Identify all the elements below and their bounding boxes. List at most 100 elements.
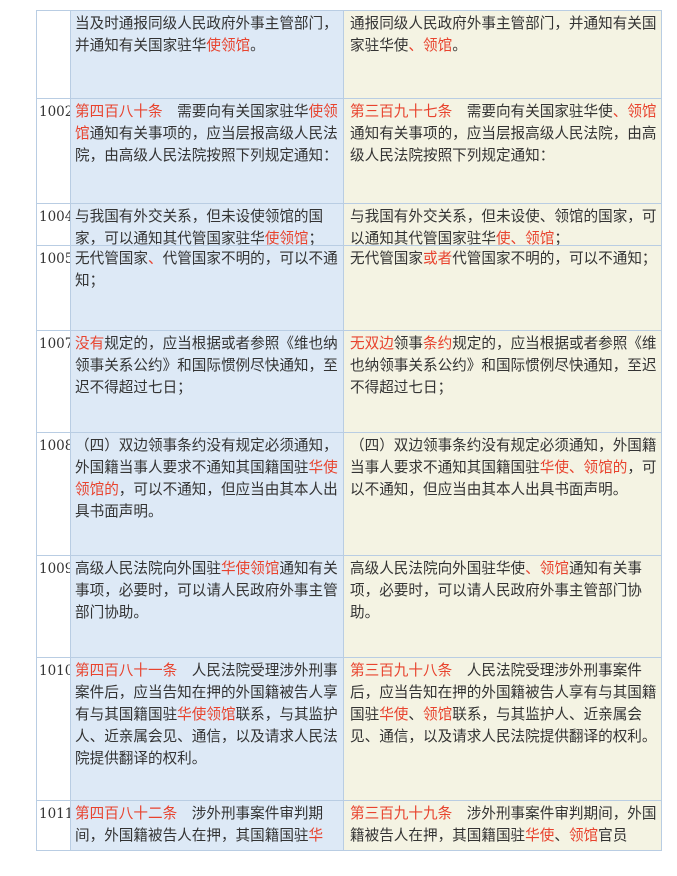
text-segment: ，可以不通知，但应当由其本人出具书面声明。 <box>350 459 657 498</box>
text-segment: 领事 <box>393 335 423 352</box>
right-text: 与我国有外交关系，但未设使、领馆的国家，可以通知其代管国家驻华使、领馆； <box>343 204 661 245</box>
highlighted-segment: 无双边 <box>350 335 394 352</box>
text-segment: 、 <box>554 827 569 844</box>
highlighted-segment: 条约 <box>423 335 453 352</box>
highlighted-segment: 使领馆 <box>75 103 338 142</box>
text-segment: 通知有关事项，必要时，可以请人民政府外事主管部门协助。 <box>75 560 338 621</box>
text-segment: 与我国有外交关系，但未设使领馆的国家，可以通知其代管国家驻华 <box>75 208 324 246</box>
comparison-table: 当及时通报同级人民政府外事主管部门，并通知有关国家驻华使领馆。 通报同级人民政府外… <box>36 10 662 851</box>
text-segment: 代管国家不明的，可以不通知； <box>452 250 657 267</box>
text-segment: 需要向有关国家驻华 <box>162 103 309 120</box>
right-text: 第三百九十九条 涉外刑事案件审判期间，外国籍被告人在押，其国籍国驻华使、领馆官员 <box>343 801 661 850</box>
row-number <box>37 11 70 98</box>
highlighted-segment: 领馆 <box>423 706 453 723</box>
table-row: 1005 无代管国家、代管国家不明的，可以不通知； 无代管国家或者代管国家不明的，可… <box>37 246 661 331</box>
right-text: （四）双边领事条约没有规定必须通知，外国籍当事人要求不通知其国籍国驻华使、领馆的… <box>343 433 661 555</box>
text-segment: ； <box>554 230 569 246</box>
left-text: 第四百八十一条 人民法院受理涉外刑事案件后，应当告知在押的外国籍被告人享有与其国… <box>70 658 343 800</box>
table-row: 1009 高级人民法院向外国驻华使领馆通知有关事项，必要时，可以请人民政府外事主管… <box>37 556 661 658</box>
highlighted-segment: 第四百八十二条 <box>75 805 178 822</box>
left-text: 第四百八十条 需要向有关国家驻华使领馆通知有关事项的，应当层报高级人民法院，由高… <box>70 99 343 203</box>
table-row: 1011 第四百八十二条 涉外刑事案件审判期间，外国籍被告人在押，其国籍国驻华 第三… <box>37 801 661 850</box>
text-segment: 当及时通报同级人民政府外事主管部门，并通知有关国家驻华 <box>75 15 338 54</box>
left-text: 当及时通报同级人民政府外事主管部门，并通知有关国家驻华使领馆。 <box>70 11 343 98</box>
text-segment: 需要向有关国家驻华使 <box>452 103 613 120</box>
right-text: 通报同级人民政府外事主管部门，并通知有关国家驻华使、领馆。 <box>343 11 661 98</box>
text-segment: 规定的，应当根据或者参照《维也纳领事关系公约》和国际惯例尽快通知，至迟不得超过七… <box>75 335 338 396</box>
row-number: 1010 <box>39 663 74 679</box>
text-segment: 代管国家不明的，可以不通知； <box>75 250 338 289</box>
row-number: 1011 <box>39 806 74 822</box>
highlighted-segment: 第四百八十条 <box>75 103 163 120</box>
text-segment: 、 <box>408 706 424 723</box>
text-segment: 无代管国家 <box>350 250 423 267</box>
text-segment: ； <box>308 230 324 246</box>
text-segment: 通知有关事项的，应当层报高级人民法院，由高级人民法院按照下列规定通知： <box>75 125 338 164</box>
table-row: 1010 第四百八十一条 人民法院受理涉外刑事案件后，应当告知在押的外国籍被告人享… <box>37 658 661 801</box>
highlighted-segment: 第三百九十八条 <box>350 662 453 679</box>
left-text: 高级人民法院向外国驻华使领馆通知有关事项，必要时，可以请人民政府外事主管部门协助… <box>70 556 343 657</box>
right-text: 第三百九十八条 人民法院受理涉外刑事案件后，应当告知在押的外国籍被告人享有与其国… <box>343 658 661 800</box>
highlighted-segment: 使领馆 <box>206 37 251 54</box>
highlighted-segment: 华使领馆 <box>177 706 236 723</box>
highlighted-segment: 华使、领馆的 <box>539 459 628 476</box>
text-segment: 通知有关事项，必要时，可以请人民政府外事主管部门协助。 <box>350 560 642 621</box>
highlighted-segment: 使、领馆 <box>495 230 555 246</box>
text-segment: 。 <box>452 37 467 54</box>
row-number: 1004 <box>39 209 74 225</box>
text-segment: 与我国有外交关系，但未设使、领馆的国家，可以通知其代管国家驻华 <box>350 208 657 246</box>
highlighted-segment: 使领馆 <box>264 230 309 246</box>
text-segment: 无代管国家 <box>75 250 148 267</box>
row-number: 1009 <box>39 561 74 577</box>
highlighted-segment: 华使 <box>379 706 409 723</box>
left-text: 无代管国家、代管国家不明的，可以不通知； <box>70 246 343 330</box>
table-row: 当及时通报同级人民政府外事主管部门，并通知有关国家驻华使领馆。 通报同级人民政府外… <box>37 11 661 99</box>
right-text: 高级人民法院向外国驻华使、领馆通知有关事项，必要时，可以请人民政府外事主管部门协… <box>343 556 661 657</box>
highlighted-segment: 第三百九十九条 <box>350 805 453 822</box>
left-text: 与我国有外交关系，但未设使领馆的国家，可以通知其代管国家驻华使领馆； <box>70 204 343 245</box>
highlighted-segment: 华使 <box>525 827 555 844</box>
row-number: 1005 <box>39 251 74 267</box>
highlighted-segment: 、领馆 <box>612 103 657 120</box>
text-segment: 规定的，应当根据或者参照《维也纳领事关系公约》和国际惯例尽快通知，至迟不得超过七… <box>350 335 657 396</box>
left-text: 没有规定的，应当根据或者参照《维也纳领事关系公约》和国际惯例尽快通知，至迟不得超… <box>70 331 343 432</box>
highlighted-segment: 、 <box>147 250 163 267</box>
text-segment: 高级人民法院向外国驻华使 <box>350 560 526 577</box>
text-segment: 人民法院受理涉外刑事案件后，应当告知在押的外国籍被告人享有与其国籍国驻 <box>75 662 338 723</box>
highlighted-segment: 华使领馆的 <box>75 459 338 498</box>
text-segment: 涉外刑事案件审判期间，外国籍被告人在押，其国籍国驻 <box>75 805 324 844</box>
text-segment: 通知有关事项的，应当层报高级人民法院，由高级人民法院按照下列规定通知： <box>350 125 657 164</box>
highlighted-segment: 领馆 <box>568 827 599 844</box>
table-row: 1004 与我国有外交关系，但未设使领馆的国家，可以通知其代管国家驻华使领馆； 与我… <box>37 204 661 246</box>
text-segment: 官员 <box>598 827 628 844</box>
text-segment: ，可以不通知，但应当由其本人出具书面声明。 <box>75 481 338 520</box>
highlighted-segment: 华 <box>308 827 324 844</box>
row-number: 1008 <box>39 438 74 454</box>
left-text: 第四百八十二条 涉外刑事案件审判期间，外国籍被告人在押，其国籍国驻华 <box>70 801 343 850</box>
text-segment: 高级人民法院向外国驻 <box>75 560 221 577</box>
highlighted-segment: 或者 <box>422 250 453 267</box>
highlighted-segment: 华使领馆 <box>220 560 280 577</box>
highlighted-segment: 第三百九十七条 <box>350 103 453 120</box>
text-segment: 人民法院受理涉外刑事案件后，应当告知在押的外国籍被告人享有与其国籍国驻 <box>350 662 657 723</box>
highlighted-segment: 没有 <box>75 335 105 352</box>
row-number: 1007 <box>39 336 74 352</box>
table-row: 1008 （四）双边领事条约没有规定必须通知，外国籍当事人要求不通知其国籍国驻华使… <box>37 433 661 556</box>
left-text: （四）双边领事条约没有规定必须通知，外国籍当事人要求不通知其国籍国驻华使领馆的，… <box>70 433 343 555</box>
highlighted-segment: 、领馆 <box>408 37 453 54</box>
highlighted-segment: 第四百八十一条 <box>75 662 178 679</box>
right-text: 无代管国家或者代管国家不明的，可以不通知； <box>343 246 661 330</box>
text-segment: 通报同级人民政府外事主管部门，并通知有关国家驻华使 <box>350 15 657 54</box>
text-segment: 联系，与其监护人、近亲属会见、通信，以及请求人民法院提供翻译的权利。 <box>350 706 657 745</box>
text-segment: 。 <box>250 37 265 54</box>
text-segment: （四）双边领事条约没有规定必须通知，外国籍当事人要求不通知其国籍国驻 <box>75 437 338 476</box>
text-segment: 联系，与其监护人、近亲属会见、通信，以及请求人民法院提供翻译的权利。 <box>75 706 338 767</box>
right-text: 无双边领事条约规定的，应当根据或者参照《维也纳领事关系公约》和国际惯例尽快通知，… <box>343 331 661 432</box>
right-text: 第三百九十七条 需要向有关国家驻华使、领馆通知有关事项的，应当层报高级人民法院，… <box>343 99 661 203</box>
text-segment: （四）双边领事条约没有规定必须通知，外国籍当事人要求不通知其国籍国驻 <box>350 437 657 476</box>
text-segment: 涉外刑事案件审判期间，外国籍被告人在押，其国籍国驻 <box>350 805 657 844</box>
table-row: 1007 没有规定的，应当根据或者参照《维也纳领事关系公约》和国际惯例尽快通知，至… <box>37 331 661 433</box>
highlighted-segment: 、领馆 <box>525 560 569 577</box>
row-number: 1002 <box>39 104 74 120</box>
